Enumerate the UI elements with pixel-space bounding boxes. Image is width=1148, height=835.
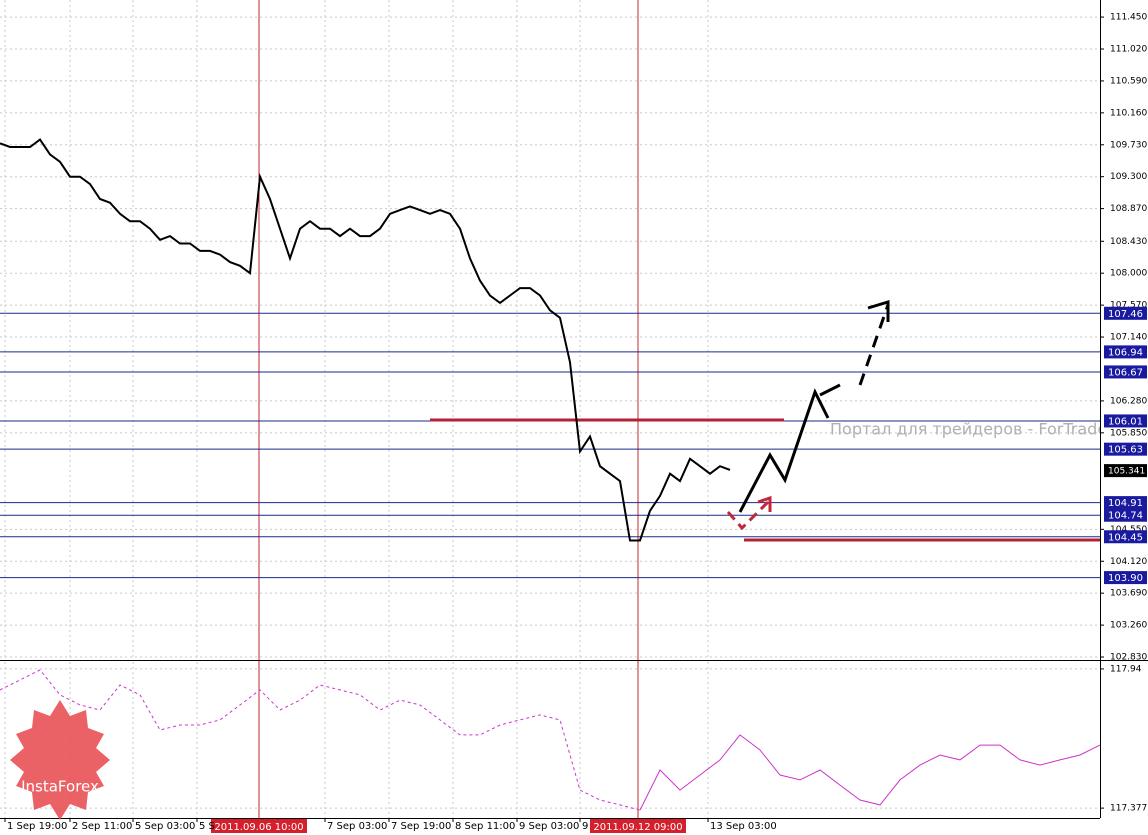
forecast-arrow <box>738 388 830 513</box>
y-tick-label: 103.690 <box>1110 589 1147 599</box>
level-label: 104.45 <box>1108 532 1143 543</box>
y-tick-label: 109.730 <box>1110 140 1147 150</box>
y-tick-label: 103.260 <box>1110 621 1147 631</box>
logo-text: InstaForex <box>21 778 99 796</box>
level-label-box <box>1104 345 1147 359</box>
x-tick-label: 13 Sep 03:00 <box>710 821 777 832</box>
y-tick-label: 107.570 <box>1110 301 1147 311</box>
logo-badge <box>10 700 110 820</box>
level-label-box <box>1104 571 1147 585</box>
marker-label-box <box>211 819 307 833</box>
x-tick-label: 9 <box>582 821 588 832</box>
y-tick-label: 107.140 <box>1110 333 1147 343</box>
marker-label: 2011.09.12 09:00 <box>593 822 682 833</box>
marker-label-box <box>590 819 686 833</box>
y-tick-label: 110.160 <box>1110 108 1147 118</box>
y-tick-label: 104.120 <box>1110 557 1147 567</box>
grid <box>0 0 1100 818</box>
y-tick-label: 117.377 <box>1110 804 1147 814</box>
forecast-arrow-red <box>726 498 772 531</box>
price-line <box>0 138 731 542</box>
y-tick-label: 109.300 <box>1110 172 1147 182</box>
y-tick-label: 111.020 <box>1110 44 1147 54</box>
x-tick-label: 8 Sep 11:00 <box>455 821 515 832</box>
level-label-box <box>1104 508 1147 522</box>
y-tick-label: 104.550 <box>1110 525 1147 535</box>
y-tick-label: 110.590 <box>1110 76 1147 86</box>
price-line <box>639 734 1101 811</box>
x-tick-label: 7 Sep 19:00 <box>391 821 451 832</box>
y-tick-label: 106.280 <box>1110 396 1147 406</box>
level-label-box <box>1104 530 1147 544</box>
forecast-arrow-dashed <box>858 304 890 386</box>
y-tick-label: 105.850 <box>1110 428 1147 438</box>
level-label-box <box>1104 365 1147 379</box>
level-label: 106.01 <box>1108 416 1143 427</box>
x-tick-label: 5 S <box>199 821 215 832</box>
x-tick-label: 7 Sep 03:00 <box>327 821 387 832</box>
series <box>0 138 1101 811</box>
level-label-box <box>1104 306 1147 320</box>
level-label: 104.91 <box>1108 498 1143 509</box>
levels <box>0 312 1100 579</box>
y-tick-label: 108.870 <box>1110 204 1147 214</box>
arrow-head <box>867 299 890 322</box>
price-line <box>0 669 641 811</box>
current-price-label: 105.341 <box>1108 467 1145 477</box>
watermark: Портал для трейдеров - ForTrade <box>830 420 1107 439</box>
x-tick-label: 2 Sep 11:00 <box>72 821 132 832</box>
arrow-head-red <box>757 495 772 512</box>
x-tick-label: 9 Sep 03:00 <box>519 821 579 832</box>
level-label-box <box>1104 496 1147 510</box>
marker-label: 2011.09.06 10:00 <box>214 822 303 833</box>
current-price-box <box>1104 464 1147 478</box>
x-tick-label: 5 Sep 03:00 <box>135 821 195 832</box>
level-label: 106.67 <box>1108 367 1143 378</box>
level-label-box <box>1104 414 1147 428</box>
x-tick-label: 1 Sep 19:00 <box>7 821 67 832</box>
level-label-box <box>1104 442 1147 456</box>
y-tick-label: 108.430 <box>1110 237 1147 247</box>
level-label: 106.94 <box>1108 347 1143 358</box>
level-label: 103.90 <box>1108 573 1143 584</box>
logo: InstaForex <box>10 700 110 820</box>
forecast-arrow <box>819 383 841 397</box>
y-tick-label: 102.830 <box>1110 653 1147 663</box>
level-label: 105.63 <box>1108 445 1143 456</box>
y-tick-label: 117.94 <box>1110 664 1142 674</box>
y-tick-label: 108.000 <box>1110 269 1147 279</box>
level-label: 104.74 <box>1108 511 1143 522</box>
level-label: 107.46 <box>1108 309 1143 320</box>
axes: 111.450 111.020 110.590 110.160 109.730 109.3… <box>4 13 1147 833</box>
y-tick-label: 111.450 <box>1110 13 1147 23</box>
